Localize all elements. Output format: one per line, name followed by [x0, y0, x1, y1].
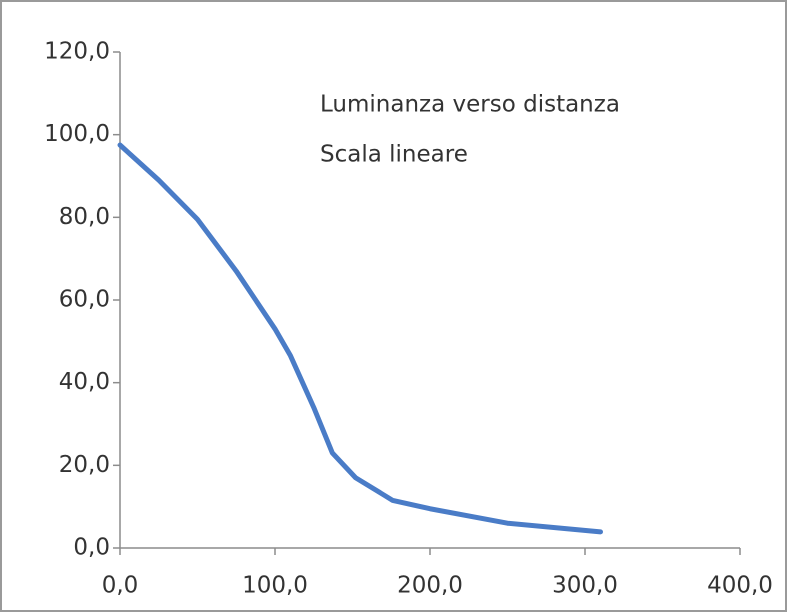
y-tick-label: 60,0 — [59, 287, 110, 313]
chart-title: Luminanza verso distanza — [320, 92, 620, 118]
y-tick-label: 40,0 — [59, 369, 110, 395]
data-line — [117, 142, 603, 535]
y-tick-label: 80,0 — [59, 204, 110, 230]
y-tick-label: 100,0 — [44, 121, 110, 147]
y-tick-label: 120,0 — [44, 39, 110, 65]
x-tick-label: 200,0 — [397, 573, 463, 599]
x-tick-label: 0,0 — [102, 573, 139, 599]
x-tick-label: 300,0 — [552, 573, 618, 599]
chart-subtitle: Scala lineare — [320, 142, 468, 168]
y-tick-label: 0,0 — [73, 535, 110, 561]
y-tick-label: 20,0 — [59, 452, 110, 478]
x-tick-label: 100,0 — [242, 573, 308, 599]
x-tick-label: 400,0 — [707, 573, 773, 599]
